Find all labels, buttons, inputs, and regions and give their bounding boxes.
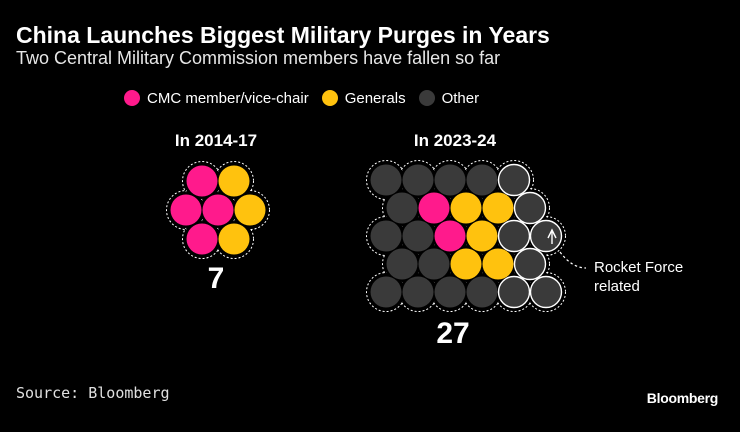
circle-cmc-member-vice-chair [418, 192, 450, 224]
circle-rocket-force [497, 163, 531, 197]
circle-other [466, 164, 498, 196]
circle-other [418, 248, 450, 280]
circle-other [402, 164, 434, 196]
circle-other [370, 220, 402, 252]
circle-generals [234, 194, 266, 226]
annotation-arrow-head [547, 228, 557, 239]
circle-rocket-force [497, 219, 531, 253]
circle-other [370, 164, 402, 196]
legend-swatch-cmc [124, 90, 140, 106]
circle-generals [450, 248, 482, 280]
legend-label-cmc: CMC member/vice-chair [147, 89, 309, 107]
circle-generals [482, 248, 514, 280]
source-note: Source: Bloomberg [16, 384, 170, 402]
chart-subtitle: Two Central Military Commission members … [16, 48, 501, 68]
circle-rocket-force [529, 219, 563, 253]
circle-other [434, 276, 466, 308]
circle-other [370, 276, 402, 308]
legend-swatch-generals [321, 90, 338, 106]
bloomberg-logo: Bloomberg [646, 390, 719, 406]
circle-other [402, 220, 434, 252]
circle-generals [218, 165, 250, 197]
panel-count-2023: 27 [436, 317, 469, 350]
circle-other [386, 192, 418, 224]
circle-cmc-member-vice-chair [170, 194, 202, 226]
circle-generals [466, 220, 498, 252]
circle-generals [218, 223, 250, 255]
annotation-line-1: Rocket Force [594, 259, 683, 276]
legend: CMC member/vice-chair Generals Other [124, 88, 492, 108]
circle-rocket-force [513, 191, 547, 225]
legend-label-generals: Generals [344, 89, 406, 107]
legend-item-cmc: CMC member/vice-chair [124, 90, 309, 107]
circle-rocket-force [513, 247, 547, 281]
panel-title-2023: In 2023-24 [414, 131, 497, 150]
legend-label-other: Other [441, 89, 480, 107]
annotation-leader-line [559, 251, 587, 269]
circle-other [466, 276, 498, 308]
legend-item-other: Other [418, 89, 480, 107]
circle-cmc-member-vice-chair [202, 194, 234, 226]
circle-generals [450, 192, 482, 224]
circle-rocket-force [529, 275, 563, 309]
circle-other [386, 248, 418, 280]
chart-title: China Launches Biggest Military Purges i… [16, 22, 550, 48]
circle-cmc-member-vice-chair [434, 220, 466, 252]
legend-swatch-other [418, 90, 435, 106]
circle-marks [166, 160, 566, 312]
panel-count-2014: 7 [208, 262, 225, 295]
circle-other [402, 276, 434, 308]
circle-cmc-member-vice-chair [186, 165, 218, 197]
circle-generals [482, 192, 514, 224]
panel-title-2014: In 2014-17 [175, 131, 257, 150]
legend-item-generals: Generals [321, 89, 406, 107]
annotation-line-2: related [594, 278, 640, 295]
circle-other [434, 164, 466, 196]
circle-rocket-force [497, 275, 531, 309]
circle-cmc-member-vice-chair [186, 223, 218, 255]
